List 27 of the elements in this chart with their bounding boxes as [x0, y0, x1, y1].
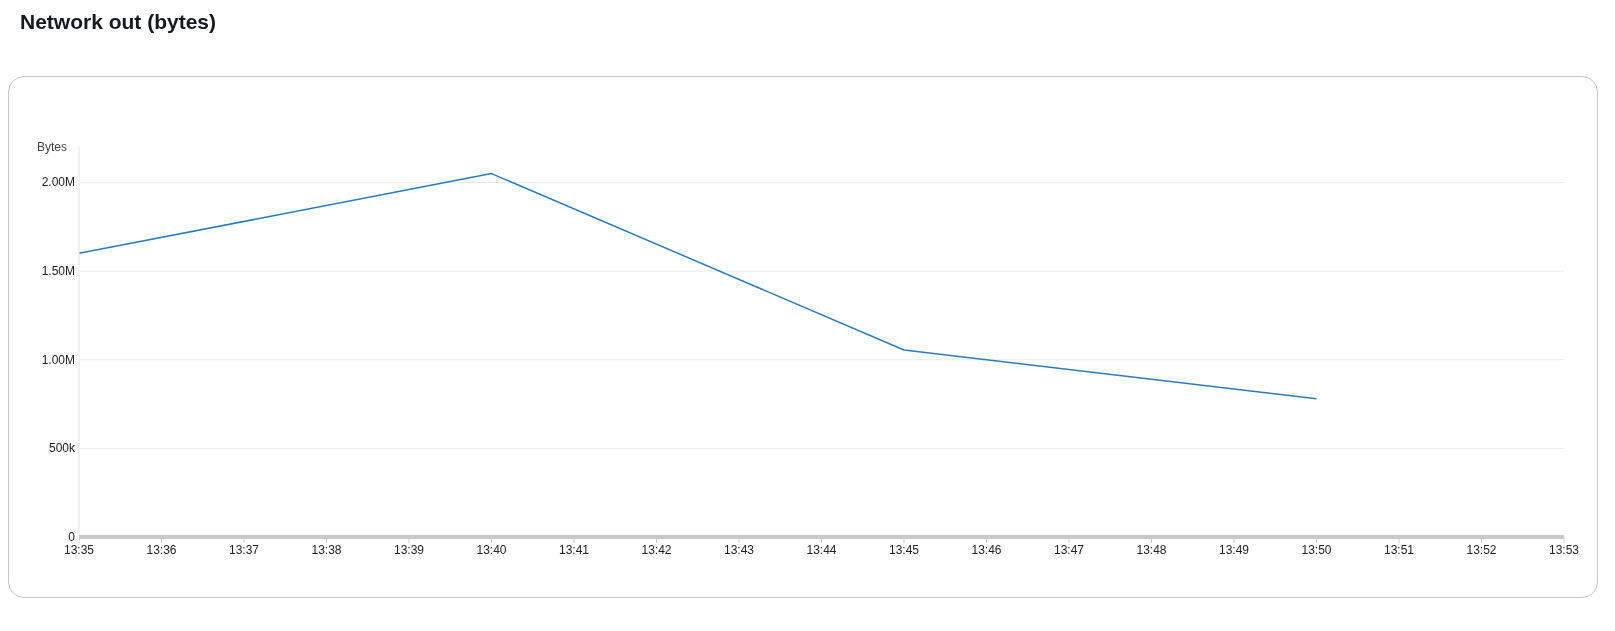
x-tick-label: 13:35	[63, 542, 95, 557]
y-axis-title: Bytes	[37, 140, 68, 154]
x-tick-label: 13:38	[311, 542, 342, 557]
y-tick-label: 2.00M	[40, 175, 75, 190]
x-tick-label: 13:40	[476, 542, 507, 557]
x-tick-label: 13:37	[228, 542, 260, 557]
x-tick-label: 13:45	[888, 542, 920, 557]
x-tick-label: 13:48	[1136, 542, 1167, 557]
chart-title: Network out (bytes)	[20, 10, 217, 34]
x-tick-label: 13:47	[1053, 542, 1085, 557]
x-tick-label: 13:41	[558, 542, 590, 557]
x-tick-label: 13:50	[1301, 542, 1332, 557]
x-tick-label: 13:51	[1383, 542, 1415, 557]
y-tick-label: 1.00M	[40, 352, 75, 367]
x-tick-label: 13:46	[971, 542, 1002, 557]
y-tick-label: 500k	[47, 441, 75, 456]
line-series	[79, 172, 1318, 400]
x-tick-label: 13:36	[146, 542, 177, 557]
x-tick-label: 13:39	[393, 542, 425, 557]
x-tick-label: 13:53	[1548, 542, 1580, 557]
x-tick-label: 13:43	[723, 542, 755, 557]
x-tick-label: 13:44	[806, 542, 837, 557]
x-tick-label: 13:49	[1218, 542, 1250, 557]
x-tick-label: 13:42	[641, 542, 672, 557]
y-tick-label: 0	[67, 530, 75, 544]
x-tick-label: 13:52	[1466, 542, 1497, 557]
y-tick-label: 1.50M	[40, 264, 75, 279]
